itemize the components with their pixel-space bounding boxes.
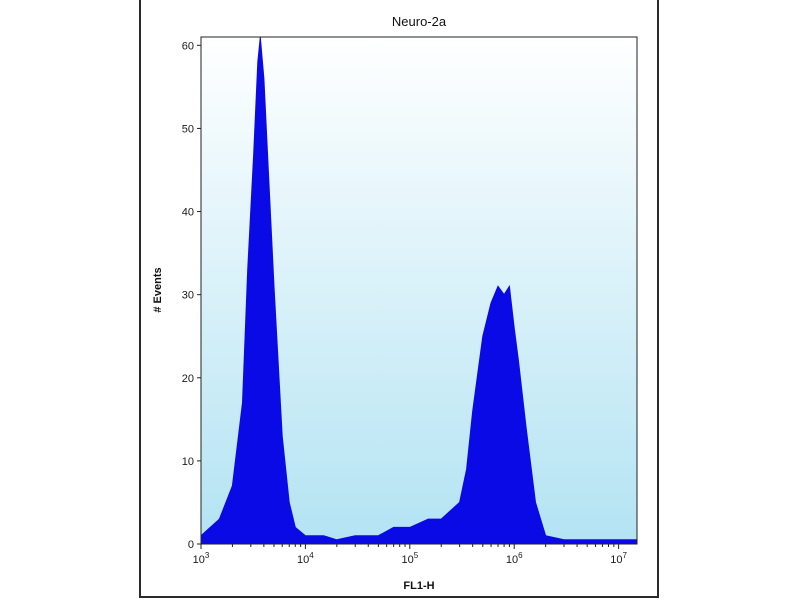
- x-tick-label: 106: [506, 551, 523, 566]
- x-axis-title: FL1-H: [403, 580, 434, 592]
- y-tick-label: 20: [182, 373, 194, 385]
- chart-title: Neuro-2a: [392, 14, 447, 29]
- x-tick-label: 107: [610, 551, 627, 566]
- y-tick-label: 30: [182, 290, 194, 302]
- x-tick-label: 103: [193, 551, 210, 566]
- y-tick-label: 50: [182, 123, 194, 135]
- histogram-area: [200, 36, 638, 545]
- x-tick-label: 104: [297, 551, 314, 566]
- y-tick-label: 60: [182, 40, 194, 52]
- chart-frame: 0 10 20 30 40 50 60 103 104 105 106 107 Neuro-2a F…: [139, 0, 659, 598]
- chart: 0 10 20 30 40 50 60 103 104 105 106 107 Neuro-2a F…: [152, 14, 638, 592]
- y-axis-title: # Events: [152, 267, 164, 312]
- y-tick-label: 0: [188, 539, 194, 551]
- x-axis: 103 104 105 106 107: [193, 544, 628, 566]
- y-tick-label: 40: [182, 207, 194, 219]
- x-tick-label: 105: [401, 551, 418, 566]
- y-tick-label: 10: [182, 456, 194, 468]
- plot-border: [200, 36, 638, 545]
- y-axis: 0 10 20 30 40 50 60: [182, 40, 201, 551]
- histogram-series: [200, 36, 638, 545]
